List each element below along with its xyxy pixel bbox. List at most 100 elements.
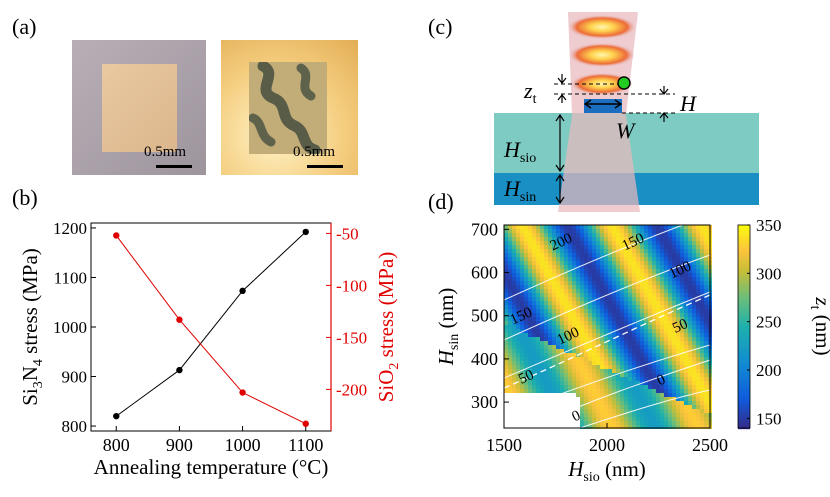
heatmap-cell	[588, 265, 592, 269]
heatmap-cell	[704, 333, 708, 337]
heatmap-cell	[656, 317, 660, 321]
heatmap-cell	[580, 233, 584, 237]
heatmap-cell	[592, 297, 596, 301]
heatmap-cell	[632, 325, 636, 329]
series-line	[115, 235, 306, 425]
heatmap-cell	[628, 369, 632, 373]
heatmap-cell	[648, 305, 652, 309]
heatmap-cell	[572, 317, 576, 321]
heatmap-cell	[596, 305, 600, 309]
heatmap-cell	[600, 345, 604, 349]
heatmap-cell	[628, 237, 632, 241]
heatmap-cell	[584, 293, 588, 297]
heatmap-cell	[568, 377, 572, 381]
heatmap-cell	[584, 385, 588, 389]
heatmap-cell	[552, 229, 556, 233]
heatmap-cell	[544, 281, 548, 285]
heatmap-cell	[620, 361, 624, 365]
heatmap-cell	[624, 397, 628, 401]
heatmap-cell	[552, 281, 556, 285]
heatmap-cell	[668, 345, 672, 349]
heatmap-cell	[520, 237, 524, 241]
heatmap-cell	[700, 233, 704, 237]
heatmap-cell	[600, 321, 604, 325]
h-label: H	[679, 91, 697, 116]
colorbar-cell	[738, 251, 750, 254]
heatmap-cell	[520, 249, 524, 253]
heatmap-cell	[644, 289, 648, 293]
heatmap-cell	[608, 237, 612, 241]
data-point	[302, 420, 309, 427]
heatmap-cell	[512, 389, 516, 393]
panel-label-d: (d)	[428, 189, 454, 214]
heatmap-cell	[640, 413, 644, 417]
heatmap-cell	[620, 241, 624, 245]
heatmap-cell	[612, 257, 616, 261]
heatmap-cell	[628, 309, 632, 313]
colorbar-cell	[738, 339, 750, 342]
heatmap-cell	[664, 301, 668, 305]
heatmap-cell	[556, 301, 560, 305]
heatmap-cell	[628, 305, 632, 309]
heatmap-cell	[516, 369, 520, 373]
heatmap-cell	[704, 393, 708, 397]
heatmap-cell	[520, 313, 524, 317]
heatmap-cell	[624, 345, 628, 349]
heatmap-cell	[704, 261, 708, 265]
heatmap-cell	[648, 385, 652, 389]
heatmap-cell	[504, 233, 508, 237]
heatmap-cell	[592, 325, 596, 329]
heatmap-cell	[648, 317, 652, 321]
heatmap-cell	[668, 421, 672, 425]
heatmap-cell	[568, 369, 572, 373]
heatmap-cell	[688, 293, 692, 297]
heatmap-cell	[600, 281, 604, 285]
heatmap-cell	[632, 417, 636, 421]
heatmap-cell	[532, 293, 536, 297]
heatmap-cell	[684, 405, 688, 409]
heatmap-cell	[556, 309, 560, 313]
heatmap-cell	[588, 413, 592, 417]
heatmap-cell	[576, 389, 580, 393]
heatmap-cell	[556, 349, 560, 353]
heatmap-cell	[516, 385, 520, 389]
heatmap-cell	[680, 417, 684, 421]
heatmap-cell	[512, 369, 516, 373]
heatmap-cell	[532, 233, 536, 237]
heatmap-cell	[608, 253, 612, 257]
heatmap-cell	[620, 273, 624, 277]
heatmap-cell	[628, 333, 632, 337]
heatmap-cell	[540, 381, 544, 385]
heatmap-cell	[508, 321, 512, 325]
heatmap-cell	[612, 225, 616, 229]
heatmap-cell	[636, 229, 640, 233]
heatmap-cell	[684, 305, 688, 309]
heatmap-cell	[680, 321, 684, 325]
heatmap-cell	[620, 405, 624, 409]
heatmap-cell	[552, 321, 556, 325]
colorbar-cell	[738, 407, 750, 410]
heatmap-cell	[684, 349, 688, 353]
heatmap-cell	[616, 245, 620, 249]
heatmap-cell	[620, 317, 624, 321]
colorbar-cell	[738, 359, 750, 362]
heatmap-cell	[704, 305, 708, 309]
heatmap-cell	[600, 325, 604, 329]
heatmap-cell	[612, 361, 616, 365]
heatmap-cell	[552, 345, 556, 349]
heatmap-cell	[660, 241, 664, 245]
heatmap-cell	[556, 357, 560, 361]
heatmap-cell	[628, 265, 632, 269]
heatmap-cell	[588, 301, 592, 305]
heatmap-cell	[632, 393, 636, 397]
heatmap-cell	[600, 297, 604, 301]
heatmap-cell	[600, 241, 604, 245]
heatmap-cell	[652, 389, 656, 393]
heatmap-cell	[584, 417, 588, 421]
heatmap-cell	[580, 369, 584, 373]
heatmap-cell	[640, 237, 644, 241]
heatmap-cell	[508, 277, 512, 281]
heatmap-cell	[564, 385, 568, 389]
heatmap-cell	[512, 289, 516, 293]
heatmap-cell	[644, 321, 648, 325]
